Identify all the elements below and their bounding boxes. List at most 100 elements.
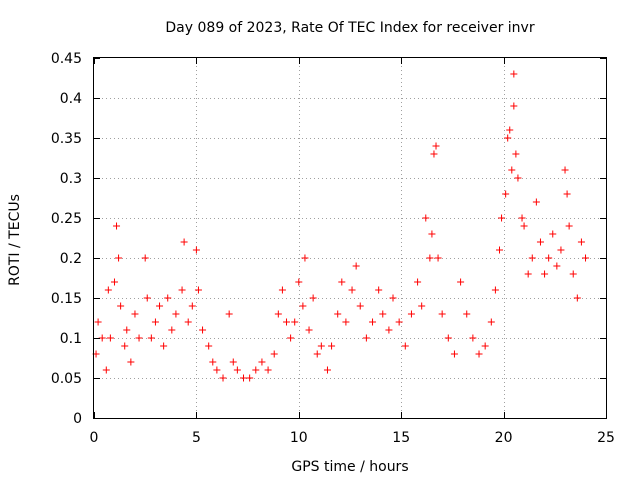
data-point [246,374,254,382]
data-point [209,358,217,366]
data-point [385,326,393,334]
data-point [565,222,573,230]
data-point [524,270,532,278]
data-point [528,254,536,262]
data-point [508,166,516,174]
data-point [309,294,317,302]
data-point [395,318,403,326]
data-point [252,366,260,374]
x-tick-label: 25 [597,430,615,446]
y-tick-label: 0.05 [51,371,82,387]
data-point [115,254,123,262]
data-point [295,278,303,286]
data-point [532,198,540,206]
data-point [348,286,356,294]
data-point [127,358,135,366]
data-point [178,286,186,294]
data-point [342,318,350,326]
data-point [156,302,164,310]
data-point [430,150,438,158]
data-point [545,254,553,262]
data-point [434,254,442,262]
data-point [151,318,159,326]
data-point [219,374,227,382]
data-point [301,254,309,262]
data-point [299,302,307,310]
data-point [323,366,331,374]
data-point [164,294,172,302]
data-point [338,278,346,286]
data-point [192,246,200,254]
y-tick-label: 0.15 [51,291,82,307]
data-point [541,270,549,278]
data-point [205,342,213,350]
data-point [172,310,180,318]
data-point [582,254,590,262]
data-point [573,294,581,302]
data-point [291,318,299,326]
y-tick-label: 0.4 [60,91,82,107]
data-point [160,342,168,350]
data-point [389,294,397,302]
data-point [278,286,286,294]
data-point [536,238,544,246]
data-point [113,222,121,230]
y-tick-label: 0 [73,411,82,427]
data-point [496,246,504,254]
data-point [422,214,430,222]
data-point [229,358,237,366]
data-point [184,318,192,326]
data-point [313,350,321,358]
data-point [549,230,557,238]
gridlines [94,58,606,418]
data-point [577,238,585,246]
data-point [199,326,207,334]
data-point [240,374,248,382]
data-point [225,310,233,318]
data-point [563,190,571,198]
data-point [444,334,452,342]
data-point [450,350,458,358]
data-point [438,310,446,318]
data-point [104,286,112,294]
data-point [557,246,565,254]
data-point [520,222,528,230]
data-point [317,342,325,350]
data-point [487,318,495,326]
y-tick-label: 0.1 [60,331,82,347]
data-point [121,342,129,350]
plot-frame [93,57,607,419]
data-point [463,310,471,318]
data-point [481,342,489,350]
data-point [401,342,409,350]
data-point [553,262,561,270]
data-point [141,254,149,262]
data-point [233,366,241,374]
data-point [498,214,506,222]
data-point [106,334,114,342]
x-axis-label: GPS time / hours [291,459,408,475]
y-tick-label: 0.3 [60,171,82,187]
x-tick-label: 20 [495,430,513,446]
data-point [258,358,266,366]
y-tick-label: 0.25 [51,211,82,227]
data-point [287,334,295,342]
data-point [305,326,313,334]
data-point [328,342,336,350]
data-point [428,230,436,238]
data-point [469,334,477,342]
data-point [504,134,512,142]
data-point [180,238,188,246]
data-point [274,310,282,318]
data-point [502,190,510,198]
data-point [188,302,196,310]
data-point [135,334,143,342]
data-point [512,150,520,158]
data-point [457,278,465,286]
data-point [94,318,102,326]
data-point [369,318,377,326]
data-point [510,102,518,110]
data-point [143,294,151,302]
x-tick-label: 15 [392,430,410,446]
